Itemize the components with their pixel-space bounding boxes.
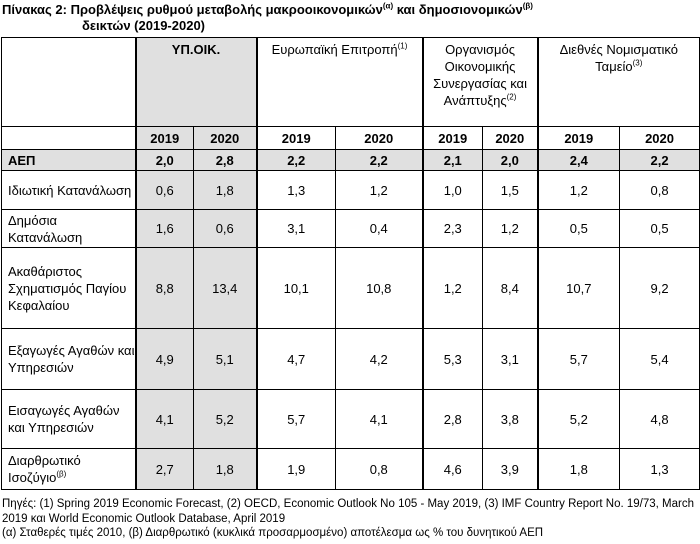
table-cell: 9,2 <box>619 247 700 329</box>
row-label: Εισαγωγές Αγαθών και Υπηρεσιών <box>1 389 136 449</box>
table-cell: 5,2 <box>536 389 621 449</box>
table-cell: 4,2 <box>334 328 424 390</box>
year-header: 2019 <box>255 126 336 150</box>
table-cell: 2,8 <box>421 389 484 449</box>
table-cell: 2,3 <box>421 209 484 248</box>
title-sup-a: (α) <box>382 1 394 11</box>
table-cell: 8,4 <box>482 247 539 329</box>
row-label: Ακαθάριστος Σχηματισμός Παγίου Κεφαλαίου <box>1 247 136 329</box>
corner-cell <box>1 37 136 127</box>
table-cell: 3,9 <box>482 448 539 490</box>
table-cell: 4,1 <box>334 389 424 449</box>
title-line1-middle: και δημοσιονομικών <box>393 2 523 17</box>
table-cell: 2,2 <box>334 149 424 171</box>
table-cell: 3,1 <box>482 328 539 390</box>
table-row: Εισαγωγές Αγαθών και Υπηρεσιών 4,1 5,2 5… <box>1 389 700 449</box>
table-cell: 4,7 <box>255 328 336 390</box>
year-header: 2020 <box>334 126 424 150</box>
table-cell: 5,4 <box>619 328 700 390</box>
table-cell: 1,8 <box>193 170 257 210</box>
year-corner-cell <box>1 126 136 150</box>
table-cell: 1,8 <box>536 448 621 490</box>
table-cell: 1,3 <box>619 448 700 490</box>
table-cell: 2,2 <box>255 149 336 171</box>
table-row: Ιδιωτική Κατανάλωση 0,6 1,8 1,3 1,2 1,0 … <box>1 170 700 210</box>
table-cell: 2,0 <box>482 149 539 171</box>
org-header-row: ΥΠ.ΟΙΚ. Ευρωπαϊκή Επιτροπή(1) Οργανισμός… <box>1 37 700 127</box>
table-cell: 1,5 <box>482 170 539 210</box>
year-header: 2019 <box>536 126 621 150</box>
table-cell: 10,8 <box>334 247 424 329</box>
sources-note: Πηγές: (1) Spring 2019 Economic Forecast… <box>2 498 694 525</box>
table-cell: 0,4 <box>334 209 424 248</box>
year-header: 2020 <box>482 126 539 150</box>
table-cell: 0,5 <box>536 209 621 248</box>
forecast-table: ΥΠ.ΟΙΚ. Ευρωπαϊκή Επιτροπή(1) Οργανισμός… <box>1 37 700 490</box>
table-cell: 4,6 <box>421 448 484 490</box>
org-header-imf: Διεθνές Νομισματικό Ταμείο(3) <box>536 37 700 127</box>
table-cell: 1,2 <box>536 170 621 210</box>
row-label: ΑΕΠ <box>1 149 136 171</box>
table-cell: 0,8 <box>334 448 424 490</box>
year-header-row: 2019 2020 2019 2020 2019 2020 2019 2020 <box>1 126 700 150</box>
table-cell: 0,6 <box>134 170 194 210</box>
table-cell: 3,8 <box>482 389 539 449</box>
table-cell: 5,7 <box>536 328 621 390</box>
row-label: Δημόσια Κατανάλωση <box>1 209 136 248</box>
table-cell: 1,2 <box>482 209 539 248</box>
year-header: 2020 <box>619 126 700 150</box>
table-row: ΑΕΠ 2,0 2,8 2,2 2,2 2,1 2,0 2,4 2,2 <box>1 149 700 171</box>
table-cell: 0,6 <box>193 209 257 248</box>
table-cell: 4,9 <box>134 328 194 390</box>
table-title: Πίνακας 2: Προβλέψεις ρυθμού μεταβολής μ… <box>2 2 698 34</box>
title-line1: Πίνακας 2: Προβλέψεις ρυθμού μεταβολής μ… <box>2 2 383 17</box>
table-cell: 8,8 <box>134 247 194 329</box>
table-cell: 2,0 <box>134 149 194 171</box>
table-cell: 13,4 <box>193 247 257 329</box>
table-cell: 5,2 <box>193 389 257 449</box>
table-cell: 2,1 <box>421 149 484 171</box>
table-cell: 1,2 <box>334 170 424 210</box>
table-cell: 2,4 <box>536 149 621 171</box>
table-cell: 0,5 <box>619 209 700 248</box>
table-row: Ακαθάριστος Σχηματισμός Παγίου Κεφαλαίου… <box>1 247 700 329</box>
table-cell: 5,3 <box>421 328 484 390</box>
table-cell: 4,8 <box>619 389 700 449</box>
year-header: 2020 <box>193 126 257 150</box>
table-cell: 1,9 <box>255 448 336 490</box>
title-sup-b: (β) <box>522 1 533 11</box>
row-label: Διαρθρωτικό Ισοζύγιο(β) <box>1 448 136 490</box>
year-header: 2019 <box>134 126 194 150</box>
table-cell: 0,8 <box>619 170 700 210</box>
table-notes: Πηγές: (1) Spring 2019 Economic Forecast… <box>2 497 698 541</box>
table-cell: 1,2 <box>421 247 484 329</box>
org-header-oecd: Οργανισμός Οικονομικής Συνεργασίας και Α… <box>421 37 539 127</box>
row-label: Εξαγωγές Αγαθών και Υπηρεσιών <box>1 328 136 390</box>
footnote: (α) Σταθερές τιμές 2010, (β) Διαρθρωτικό… <box>2 527 544 539</box>
table-cell: 2,8 <box>193 149 257 171</box>
table-cell: 1,8 <box>193 448 257 490</box>
table-cell: 1,0 <box>421 170 484 210</box>
table-row: Εξαγωγές Αγαθών και Υπηρεσιών 4,9 5,1 4,… <box>1 328 700 390</box>
table-cell: 5,1 <box>193 328 257 390</box>
table-cell: 5,7 <box>255 389 336 449</box>
table-row: Δημόσια Κατανάλωση 1,6 0,6 3,1 0,4 2,3 1… <box>1 209 700 248</box>
table-cell: 10,7 <box>536 247 621 329</box>
table-cell: 10,1 <box>255 247 336 329</box>
org-header-minfin: ΥΠ.ΟΙΚ. <box>134 37 257 127</box>
table-cell: 1,3 <box>255 170 336 210</box>
org-header-ec: Ευρωπαϊκή Επιτροπή(1) <box>255 37 424 127</box>
title-line2: δεικτών (2019-2020) <box>82 18 206 33</box>
table-row: Διαρθρωτικό Ισοζύγιο(β) 2,7 1,8 1,9 0,8 … <box>1 448 700 490</box>
table-cell: 3,1 <box>255 209 336 248</box>
table-cell: 4,1 <box>134 389 194 449</box>
table-cell: 2,2 <box>619 149 700 171</box>
table-cell: 1,6 <box>134 209 194 248</box>
table-cell: 2,7 <box>134 448 194 490</box>
row-label: Ιδιωτική Κατανάλωση <box>1 170 136 210</box>
year-header: 2019 <box>421 126 484 150</box>
